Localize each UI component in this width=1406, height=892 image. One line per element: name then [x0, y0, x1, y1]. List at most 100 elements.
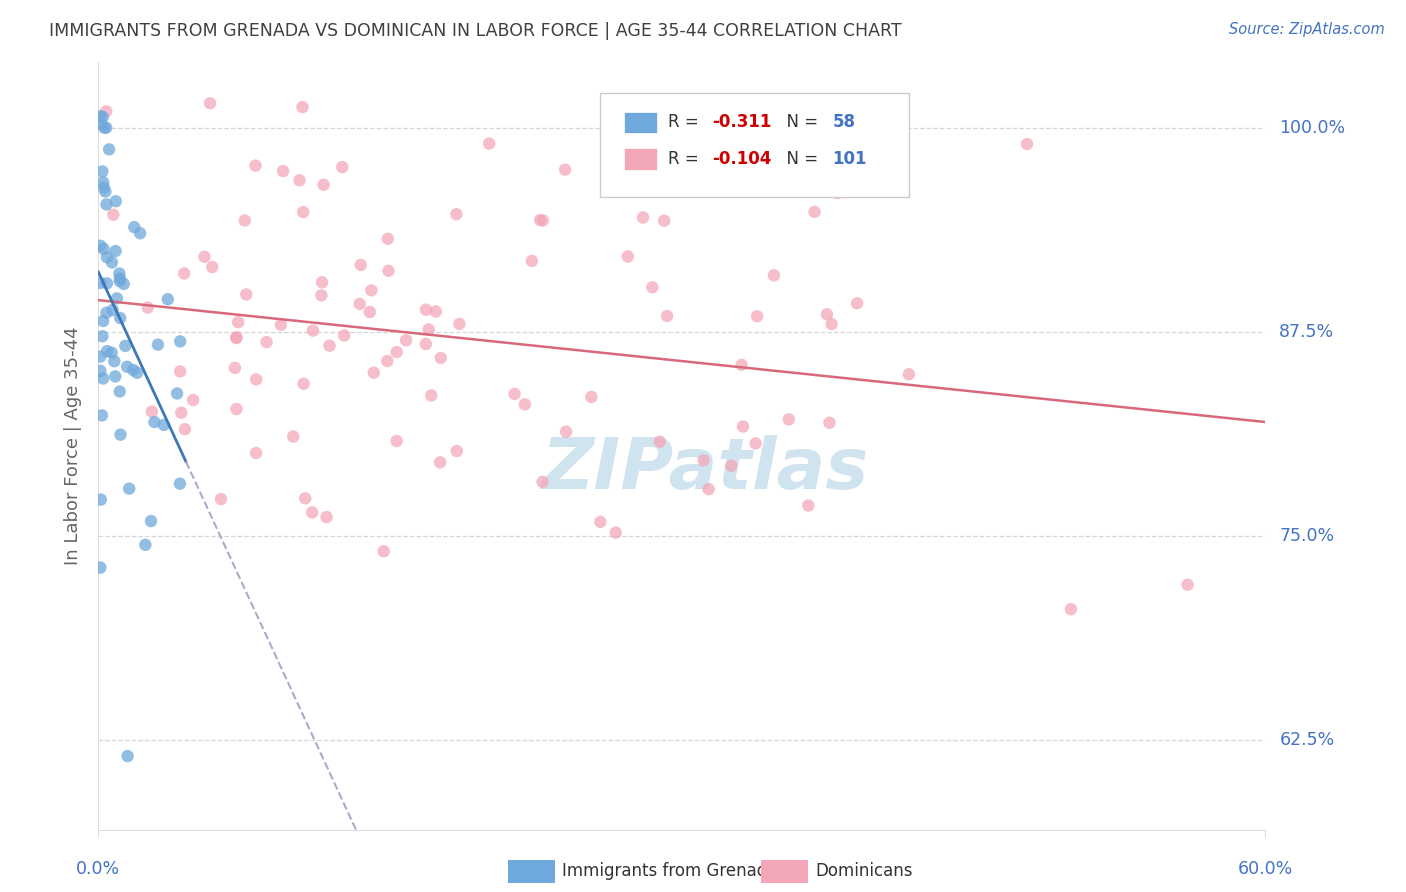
FancyBboxPatch shape	[600, 93, 910, 197]
Point	[1060, 602, 1083, 616]
Point	[778, 412, 800, 426]
Point	[198, 96, 221, 111]
Point	[359, 305, 381, 319]
Point	[270, 318, 292, 332]
Point	[93, 120, 115, 135]
Point	[91, 329, 114, 343]
Point	[245, 159, 267, 173]
Point	[90, 117, 112, 131]
Point	[108, 384, 131, 399]
Point	[108, 271, 131, 285]
Point	[283, 429, 305, 443]
Point	[395, 333, 418, 347]
Point	[478, 136, 501, 151]
Point	[209, 491, 232, 506]
Point	[449, 317, 471, 331]
Point	[112, 277, 135, 291]
Point	[797, 499, 820, 513]
Point	[315, 510, 337, 524]
Point	[415, 337, 437, 351]
FancyBboxPatch shape	[624, 112, 658, 133]
Point	[762, 268, 785, 283]
Text: 58: 58	[832, 113, 855, 131]
Point	[415, 302, 437, 317]
Point	[429, 351, 451, 365]
Point	[100, 345, 122, 359]
Text: -0.104: -0.104	[713, 150, 772, 168]
Point	[124, 220, 146, 235]
Point	[224, 360, 246, 375]
Point	[821, 317, 844, 331]
Point	[554, 162, 576, 177]
Text: Immigrants from Grenada: Immigrants from Grenada	[562, 863, 778, 880]
Point	[91, 110, 114, 124]
Point	[531, 213, 554, 227]
Point	[96, 306, 118, 320]
Point	[692, 453, 714, 467]
FancyBboxPatch shape	[624, 148, 658, 169]
Point	[697, 482, 720, 496]
Point	[291, 100, 314, 114]
Point	[245, 372, 267, 386]
Point	[110, 311, 132, 326]
Point	[245, 446, 267, 460]
Text: 100.0%: 100.0%	[1279, 119, 1346, 136]
Point	[350, 258, 373, 272]
Text: Source: ZipAtlas.com: Source: ZipAtlas.com	[1229, 22, 1385, 37]
Point	[420, 388, 443, 402]
Point	[139, 514, 162, 528]
Point	[225, 402, 247, 417]
Point	[818, 416, 841, 430]
Point	[294, 491, 316, 506]
Point	[429, 455, 451, 469]
Point	[330, 160, 353, 174]
Point	[513, 397, 536, 411]
Point	[89, 560, 111, 574]
Point	[385, 345, 408, 359]
Point	[93, 180, 115, 194]
Text: 0.0%: 0.0%	[76, 860, 121, 878]
Point	[93, 242, 115, 256]
Point	[446, 207, 468, 221]
Point	[292, 205, 315, 219]
Point	[803, 205, 825, 219]
Text: 60.0%: 60.0%	[1237, 860, 1294, 878]
Point	[520, 254, 543, 268]
Point	[89, 350, 111, 364]
Point	[312, 178, 335, 192]
Point	[333, 328, 356, 343]
Point	[169, 364, 191, 378]
Point	[605, 525, 627, 540]
Text: N =: N =	[776, 150, 824, 168]
Point	[136, 301, 159, 315]
Point	[652, 213, 675, 227]
Point	[363, 366, 385, 380]
Point	[655, 309, 678, 323]
Point	[90, 276, 112, 290]
Point	[169, 334, 191, 349]
Point	[169, 476, 191, 491]
Point	[225, 331, 247, 345]
Point	[744, 436, 766, 450]
Point	[173, 267, 195, 281]
Point	[94, 185, 117, 199]
Point	[616, 250, 638, 264]
Point	[226, 315, 249, 329]
Point	[225, 330, 247, 344]
Point	[256, 334, 278, 349]
Point	[174, 422, 197, 436]
Point	[98, 142, 121, 156]
Point	[311, 288, 333, 302]
Point	[641, 280, 664, 294]
Point	[89, 109, 111, 123]
Text: 101: 101	[832, 150, 868, 168]
Point	[446, 444, 468, 458]
Point	[311, 275, 333, 289]
Point	[385, 434, 408, 448]
Point	[301, 506, 323, 520]
Point	[104, 244, 127, 258]
Point	[122, 363, 145, 377]
Point	[377, 264, 399, 278]
Point	[103, 354, 125, 368]
Point	[292, 376, 315, 391]
